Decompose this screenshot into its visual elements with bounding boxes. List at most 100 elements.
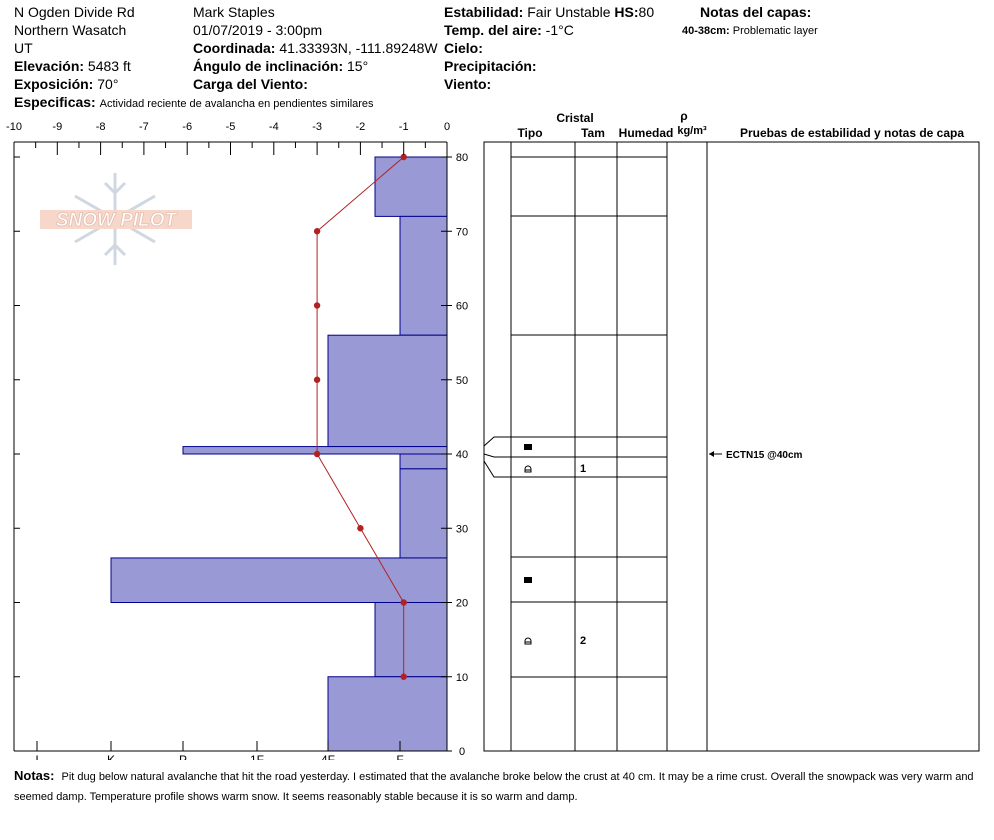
- aspect: Exposición: 70°: [14, 75, 118, 93]
- layer-notes-title: Notas del capas:: [700, 3, 811, 21]
- temp-tick-label: 0: [444, 121, 450, 133]
- temperature-line: [316, 156, 405, 677]
- coord-value: 41.33393N, -111.89248W: [279, 40, 438, 56]
- rounded-grain-icon: [524, 465, 532, 473]
- coordinates: Coordinada: 41.33393N, -111.89248W: [193, 39, 438, 57]
- hardness-layer-bar: [327, 676, 448, 752]
- snow-profile-chart: SNOW PILOT -10 -9 -8 -7 -6 -5 -4 -3 -2 -1 0 I K P 1F 4…: [6, 109, 980, 760]
- test-result-label: ECTN15 @40cm: [726, 450, 803, 461]
- layer-connector: [483, 453, 511, 458]
- hardness-tick-label: I: [35, 753, 38, 760]
- layer-notes-label: Notas del capas:: [700, 4, 812, 20]
- temperature-point: [313, 302, 321, 309]
- header-density: kg/m³: [677, 125, 707, 137]
- slope-angle: Ángulo de inclinación: 15°: [193, 57, 368, 75]
- hardness-tick-label: P: [179, 753, 187, 760]
- layer-connector: [483, 460, 511, 478]
- state: UT: [14, 40, 33, 56]
- hs-label: HS:: [614, 4, 639, 20]
- slope-label: Ángulo de inclinación:: [193, 58, 344, 74]
- test-arrow-icon: [709, 451, 714, 457]
- aspect-label: Exposición:: [14, 76, 94, 92]
- grain-size-label: 1: [580, 463, 586, 475]
- grain-size-label: 2: [580, 635, 586, 647]
- depth-axis: 80 70 60 50 40 30 20 10 0: [14, 152, 468, 758]
- specifics-value: Actividad reciente de avalancha en pendi…: [99, 98, 374, 110]
- table-rows: [483, 156, 667, 678]
- stability-label: Estabilidad:: [444, 4, 524, 20]
- precipitation: Precipitación:: [444, 57, 537, 75]
- header-size: Tam: [581, 126, 605, 140]
- layer-table: 1 2 ECTN15 @40cm: [483, 141, 980, 752]
- header-rho: ρ: [680, 109, 687, 123]
- hs-value: 80: [638, 4, 655, 20]
- table-frame: [483, 141, 980, 752]
- elevation: Elevación: 5483 ft: [14, 57, 131, 75]
- sky: Cielo:: [444, 39, 483, 57]
- depth-tick-label: 40: [456, 449, 468, 461]
- sky-label: Cielo:: [444, 40, 483, 56]
- hardness-layer-bar: [374, 156, 448, 217]
- hardness-tick-label: F: [396, 753, 403, 760]
- table-content: 1 2 ECTN15 @40cm: [524, 444, 803, 647]
- notes-label: Notas:: [14, 768, 55, 783]
- temp-tick-label: -4: [269, 121, 279, 133]
- elevation-label: Elevación:: [14, 58, 85, 74]
- precip-label: Precipitación:: [444, 58, 537, 74]
- hardness-tick-label: K: [107, 753, 115, 760]
- header-tests: Pruebas de estabilidad y notas de capa: [740, 126, 964, 140]
- temp-tick-label: -2: [356, 121, 366, 133]
- layer-note: 40-38cm: Problematic layer: [682, 22, 818, 40]
- temperature-point: [357, 525, 364, 532]
- hardness-layer-bar: [399, 453, 448, 470]
- air-temp-value: -1°C: [545, 22, 574, 38]
- temperature-point: [313, 228, 321, 235]
- hardness-axis: I K P 1F 4F F: [35, 741, 404, 760]
- temp-tick-label: -5: [226, 121, 236, 133]
- datetime: 01/07/2019 - 3:00pm: [193, 22, 323, 38]
- wind: Viento:: [444, 75, 491, 93]
- notes-text: Pit dug below natural avalanche that hit…: [14, 771, 974, 803]
- depth-tick-label: 70: [456, 226, 468, 238]
- crust-icon: [524, 577, 532, 583]
- range: Northern Wasatch: [14, 22, 127, 38]
- temperature-point: [400, 153, 407, 161]
- coord-label: Coordinada:: [193, 40, 276, 56]
- header-type: Tipo: [517, 126, 542, 140]
- depth-tick-label: 80: [456, 152, 468, 164]
- temp-tick-label: -8: [96, 121, 106, 133]
- temperature-axis: -10 -9 -8 -7 -6 -5 -4 -3 -2 -1 0: [6, 121, 450, 155]
- temp-tick-label: -3: [312, 121, 322, 133]
- temperature-point: [400, 673, 407, 680]
- temp-tick-label: -6: [182, 121, 192, 133]
- layer-connector: [483, 436, 511, 447]
- wind-load: Carga del Viento:: [193, 75, 308, 93]
- hardness-layer-bar: [399, 468, 448, 559]
- depth-tick-label: 30: [456, 523, 468, 535]
- wind-label: Viento:: [444, 76, 492, 92]
- slope-value: 15°: [347, 58, 369, 74]
- hardness-layer-bar: [327, 334, 448, 448]
- hardness-layers: [110, 156, 448, 752]
- snowpilot-logo: SNOW PILOT: [40, 173, 192, 265]
- depth-tick-label: 0: [459, 746, 465, 758]
- temp-tick-label: -10: [6, 121, 22, 133]
- temp-tick-label: -7: [139, 121, 149, 133]
- hardness-tick-label: 4F: [321, 753, 335, 760]
- depth-tick-label: 60: [456, 301, 468, 313]
- layer-note-range: 40-38cm:: [682, 25, 730, 37]
- air-temp-label: Temp. del aire:: [444, 22, 542, 38]
- temp-tick-label: -1: [399, 121, 409, 133]
- elevation-value: 5483 ft: [87, 58, 131, 74]
- aspect-value: 70°: [97, 76, 119, 92]
- temp-tick-label: -9: [52, 121, 62, 133]
- header-moisture: Humedad: [619, 126, 674, 140]
- air-temp: Temp. del aire: -1°C: [444, 21, 574, 39]
- hardness-layer-bar: [399, 215, 448, 336]
- depth-tick-label: 50: [456, 375, 468, 387]
- notes: Notas: Pit dug below natural avalanche t…: [14, 766, 984, 807]
- crust-icon: [524, 444, 532, 450]
- temperature-point: [400, 599, 407, 606]
- layer-note-text: Problematic layer: [732, 25, 818, 37]
- hardness-layer-bar: [374, 602, 448, 678]
